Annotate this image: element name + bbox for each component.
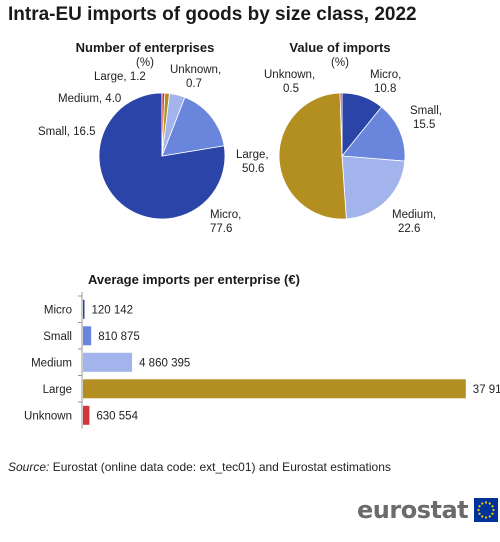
bar-unknown (83, 405, 90, 425)
pie-slice-large (278, 92, 347, 220)
pie-imports-unit: (%) (331, 57, 349, 69)
source-text: Eurostat (online data code: ext_tec01) a… (52, 460, 391, 474)
bar-category-label: Small (43, 331, 72, 343)
bar-category-label: Micro (44, 304, 72, 316)
pie-chart-imports: Value of imports (%) Micro, 10.8 Small, 15… (236, 40, 442, 235)
bar-value-label: 4 860 395 (139, 357, 190, 369)
eu-star-icon (485, 501, 488, 504)
bar-value-label: 120 142 (92, 304, 134, 316)
pie-slice-medium (341, 155, 406, 220)
pie-chart-enterprises: Number of enterprises (%) Micro, 77.6 Sma… (38, 40, 241, 235)
pie-label-medium: Medium, 22.6 (392, 209, 436, 235)
chart-canvas: Number of enterprises (%) Micro, 77.6 Sma… (24, 40, 500, 429)
eu-star-icon (477, 508, 480, 512)
pie-label-small: Small, 16.5 (38, 126, 96, 138)
bar-category-label: Large (43, 384, 72, 396)
bar-medium (83, 352, 133, 372)
pie-enterprises-title: Number of enterprises (76, 40, 215, 55)
eu-star-icon (481, 515, 484, 518)
pie-slice-small (161, 96, 225, 157)
eu-star-icon (485, 516, 488, 519)
eu-star-icon (481, 502, 484, 505)
pie-slice-unknown (339, 92, 343, 157)
bar-chart-title: Average imports per enterprise (€) (88, 272, 300, 287)
eu-star-icon (491, 505, 494, 508)
eu-star-icon (492, 508, 495, 512)
bar-value-label: 630 554 (96, 410, 138, 422)
eu-star-icon (491, 512, 494, 515)
pie-slice-unknown (161, 92, 166, 157)
pie-label-small: Small, 15.5 (410, 105, 442, 131)
pie-label-micro: Micro, 77.6 (210, 209, 241, 235)
bar-value-label: 37 910 784 (473, 384, 500, 396)
eu-star-icon (488, 515, 491, 518)
pie-enterprises-unit: (%) (136, 57, 154, 69)
eurostat-logo: eurostat (357, 494, 499, 526)
pie-label-micro: Micro, 10.8 (370, 69, 401, 95)
pie-slice-small (341, 106, 406, 162)
pie-label-medium: Medium, 4.0 (58, 93, 121, 105)
pie-imports-title: Value of imports (289, 40, 390, 55)
logo-text: eurostat (357, 496, 469, 524)
chart-title: Intra-EU imports of goods by size class,… (8, 4, 417, 25)
pie-label-unknown: Unknown, 0.5 (264, 69, 315, 95)
bar-value-label: 810 875 (98, 331, 140, 343)
eu-star-icon (488, 502, 491, 505)
source-note: Source: Eurostat (online data code: ext_… (8, 460, 391, 474)
pie-label-large: Large, 1.2 (94, 71, 146, 83)
bar-micro (83, 299, 85, 319)
bar-category-label: Medium (31, 357, 72, 369)
bar-small (83, 326, 92, 346)
eu-star-icon (478, 512, 481, 515)
bar-chart-average-imports: Average imports per enterprise (€) Micro… (24, 272, 500, 429)
eu-flag-icon (474, 498, 499, 522)
pie-label-unknown: Unknown, 0.7 (170, 64, 221, 90)
source-label: Source: (8, 460, 50, 474)
bar-category-label: Unknown (24, 410, 72, 422)
pie-label-large: Large, 50.6 (236, 149, 269, 175)
eu-star-icon (478, 505, 481, 508)
bar-large (83, 379, 466, 399)
